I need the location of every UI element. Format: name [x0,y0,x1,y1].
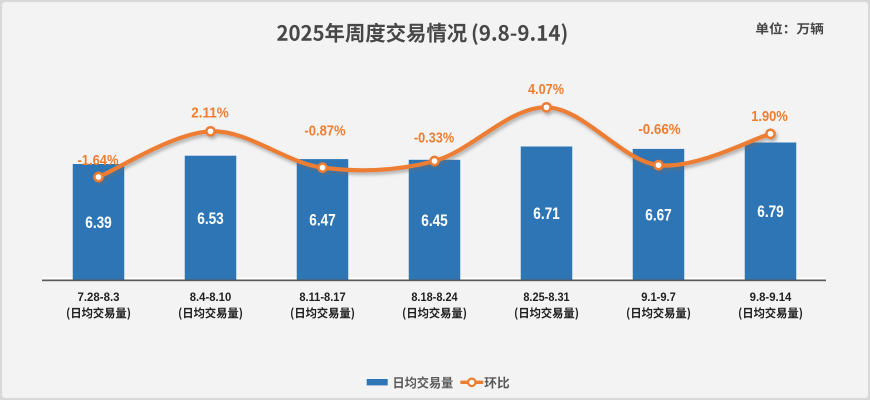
svg-text:-0.33%: -0.33% [414,130,454,147]
svg-text:-0.66%: -0.66% [638,121,680,138]
svg-text:1.90%: 1.90% [751,108,788,125]
svg-text:6.47: 6.47 [309,211,336,230]
svg-text:6.45: 6.45 [421,211,448,230]
svg-text:6.53: 6.53 [197,209,224,228]
svg-text:8.11-8.17: 8.11-8.17 [299,290,346,304]
svg-text:-0.87%: -0.87% [304,123,345,140]
svg-text:6.67: 6.67 [645,205,672,224]
svg-text:8.4-8.10: 8.4-8.10 [190,290,232,304]
svg-text:6.71: 6.71 [533,204,560,223]
svg-text:9.1-9.7: 9.1-9.7 [641,290,676,304]
svg-text:8.25-8.31: 8.25-8.31 [523,290,570,304]
svg-text:6.79: 6.79 [757,202,784,221]
svg-text:7.28-8.3: 7.28-8.3 [78,290,120,304]
svg-text:8.18-8.24: 8.18-8.24 [411,290,458,304]
svg-text:9.8-9.14: 9.8-9.14 [750,290,792,304]
svg-text:2.11%: 2.11% [191,105,229,122]
svg-text:4.07%: 4.07% [528,81,564,98]
svg-text:6.39: 6.39 [85,213,112,232]
svg-text:-1.64%: -1.64% [78,152,119,169]
